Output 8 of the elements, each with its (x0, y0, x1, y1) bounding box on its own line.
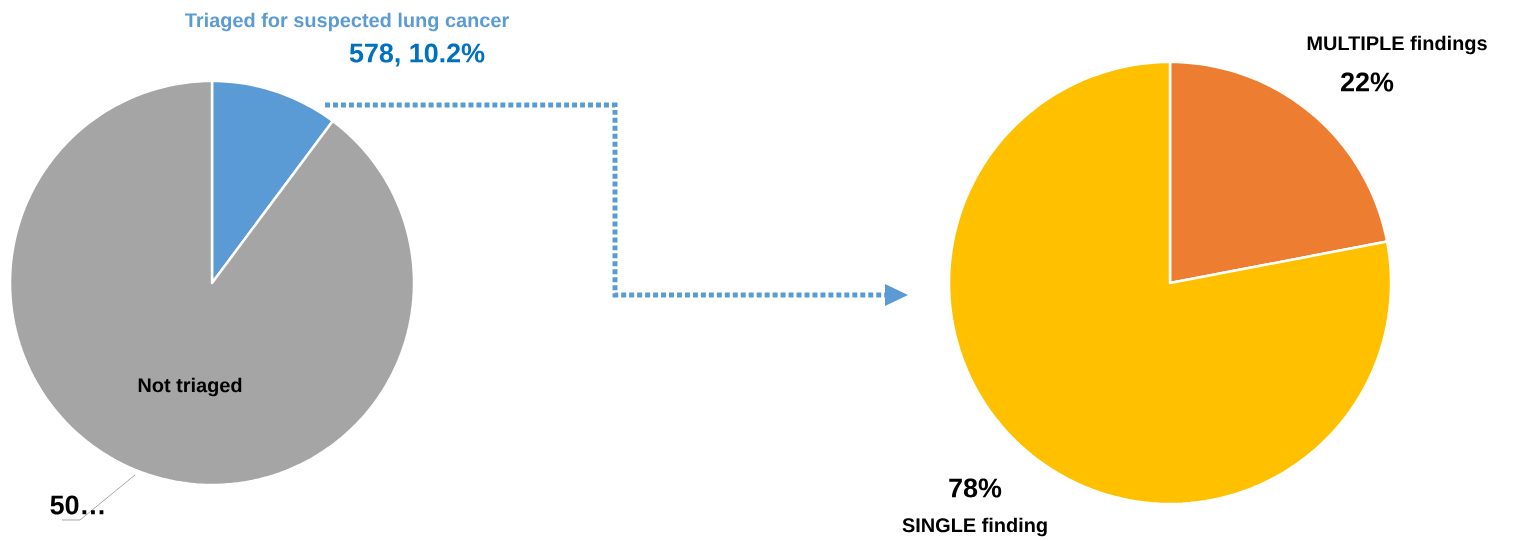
slice-label: MULTIPLE findings (1307, 35, 1487, 55)
slice-label: Not triaged (138, 377, 242, 397)
slice-label: Triaged for suspected lung cancer (185, 12, 509, 32)
slice-label: SINGLE finding (902, 517, 1047, 537)
data-label: 578, 10.2% (349, 43, 485, 67)
data-label: 22% (1341, 72, 1394, 92)
data-label: 78% (949, 478, 1002, 498)
data-label: 50… (50, 495, 104, 515)
